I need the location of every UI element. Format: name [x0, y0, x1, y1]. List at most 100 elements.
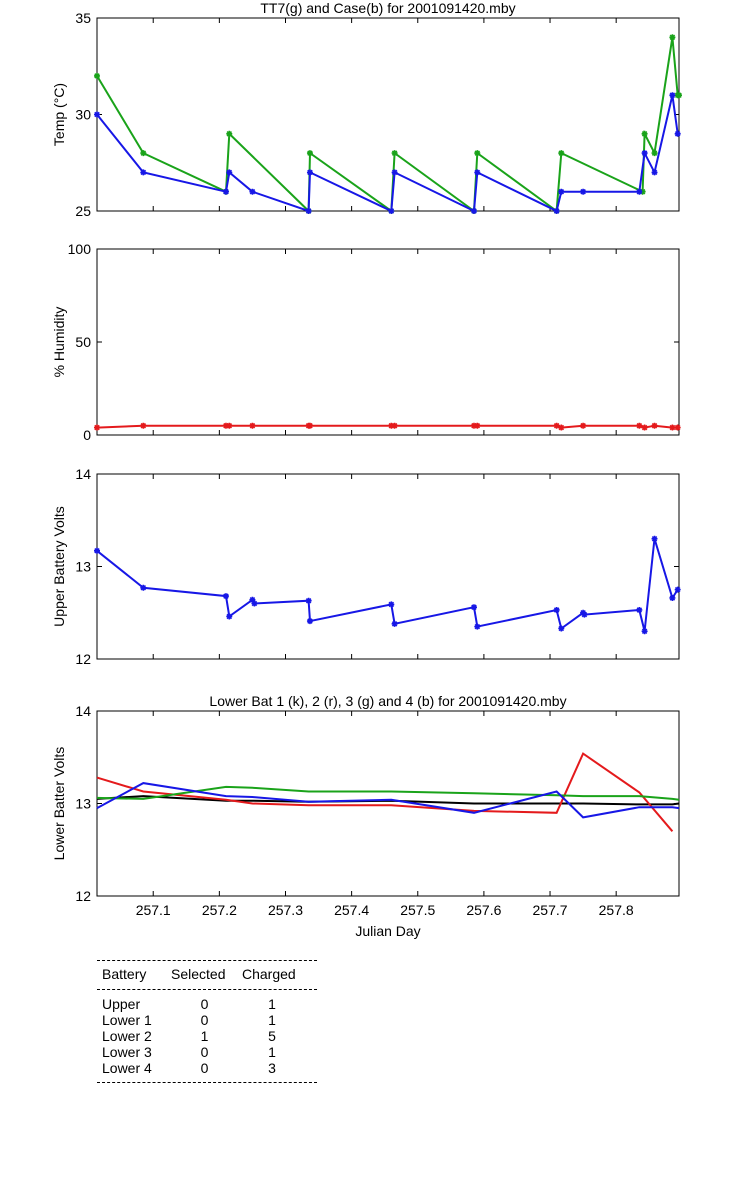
- upper-series-blue-point: [470, 604, 477, 611]
- battery-name: Lower 3: [102, 1044, 152, 1060]
- selected-count: 1: [200, 1028, 209, 1044]
- temp-series-green-point: [641, 130, 648, 137]
- selected-count: 0: [200, 1060, 209, 1076]
- temp-series-blue-point: [553, 208, 560, 214]
- temp-series-green-point: [391, 150, 398, 157]
- upper-series-blue-point: [651, 535, 658, 542]
- upper-series-blue-point: [669, 594, 676, 601]
- humidity-series-red-point: [580, 422, 587, 429]
- humidity-series-red-point: [391, 422, 398, 429]
- humidity-ytick-label: 50: [75, 334, 91, 350]
- upper-series-blue-point: [553, 606, 560, 613]
- table-header-row: Battery Selected Charged: [97, 961, 317, 989]
- lower-series-black-line: [96, 795, 680, 806]
- x-tick-label: 257.5: [400, 902, 435, 918]
- upper-series-blue-point: [641, 628, 648, 635]
- temp-title: TT7(g) and Case(b) for 2001091420.mby: [260, 0, 515, 16]
- humidity-series-red-point: [306, 422, 313, 429]
- table-row: Upper 0 1: [97, 996, 317, 1012]
- humidity-series-red-point: [474, 422, 481, 429]
- upper-series-blue-point: [226, 613, 233, 620]
- upper-ylabel: Upper Battery Volts: [51, 506, 67, 627]
- humidity-series-red-point: [388, 422, 395, 429]
- battery-name: Lower 4: [102, 1060, 152, 1076]
- charged-count: 1: [268, 1044, 276, 1060]
- temp-series-blue-point: [474, 169, 481, 176]
- x-tick-label: 257.6: [466, 902, 501, 918]
- upper-series-blue-point: [222, 593, 229, 600]
- temp-series-blue-point: [306, 169, 313, 176]
- lower-series-green-line: [96, 785, 680, 801]
- temp-series-green-point: [639, 188, 646, 195]
- upper-series-blue-point: [474, 623, 481, 630]
- upper-ytick-label: 13: [75, 559, 91, 575]
- upper-series-blue-point: [94, 547, 100, 554]
- x-tick-label: 257.2: [202, 902, 237, 918]
- humidity-series-red-point: [249, 422, 256, 429]
- x-tick-label: 257.4: [334, 902, 369, 918]
- upper-series-blue-point: [140, 584, 147, 591]
- charged-count: 5: [268, 1028, 276, 1044]
- table-row: Lower 4 0 3: [97, 1060, 317, 1076]
- temp-series-blue-point: [641, 150, 648, 157]
- humidity-series-red-point: [226, 422, 233, 429]
- temp-ytick-label: 35: [75, 10, 91, 26]
- x-tick-label: 257.1: [136, 902, 171, 918]
- temp-series-blue-point: [669, 92, 676, 99]
- table-row: Lower 1 0 1: [97, 1012, 317, 1028]
- temp-series-blue-point: [388, 208, 395, 214]
- upper-series-blue-point: [391, 620, 398, 627]
- temp-series-green-point: [306, 150, 313, 157]
- temp-series-blue-point: [470, 208, 477, 214]
- battery-table: Battery Selected Charged Upper 0 1 Lower…: [97, 960, 317, 1083]
- humidity-series-red-point: [674, 424, 681, 431]
- humidity-ylabel: % Humidity: [51, 307, 67, 378]
- temp-series-blue-point: [94, 111, 100, 118]
- battery-name: Lower 1: [102, 1012, 152, 1028]
- upper-axes-box: [96, 473, 680, 660]
- humidity-axes-box: [96, 248, 680, 436]
- x-axis-label: Julian Day: [355, 923, 420, 939]
- temp-series-blue-point: [636, 188, 643, 195]
- temp-series-green-point: [140, 150, 147, 157]
- charged-count: 1: [268, 1012, 276, 1028]
- temp-ytick-label: 30: [75, 107, 91, 123]
- temp-series-green-point: [226, 130, 233, 137]
- battery-name: Lower 2: [102, 1028, 152, 1044]
- lower-title: Lower Bat 1 (k), 2 (r), 3 (g) and 4 (b) …: [209, 693, 566, 709]
- temp-series-blue-point: [226, 169, 233, 176]
- charged-count: 3: [268, 1060, 276, 1076]
- table-rule-mid: [97, 989, 317, 990]
- x-tick-label: 257.3: [268, 902, 303, 918]
- table-rule-top: [97, 960, 317, 961]
- temp-series-blue-point: [391, 169, 398, 176]
- lower-ytick-label: 13: [75, 796, 91, 812]
- humidity-series-red-point: [636, 422, 643, 429]
- temp-series-blue-point: [651, 169, 658, 176]
- upper-series-blue-point: [581, 611, 588, 618]
- temp-series-green-point: [94, 72, 100, 79]
- temp-series-green-point: [651, 150, 658, 157]
- upper-series-blue-point: [558, 625, 565, 632]
- upper-series-blue-point: [251, 600, 258, 607]
- temp-series-blue-line: [96, 94, 679, 213]
- upper-series-blue-point: [249, 596, 256, 603]
- humidity-series-red-line: [96, 424, 678, 429]
- temp-ylabel: Temp (°C): [51, 83, 67, 146]
- humidity-series-red-point: [553, 422, 560, 429]
- humidity-series-red-point: [140, 422, 147, 429]
- charged-count: 1: [268, 996, 276, 1012]
- lower-ylabel: Lower Batter Volts: [51, 747, 67, 861]
- lower-series-red-line: [96, 752, 674, 832]
- battery-name: Upper: [102, 996, 141, 1012]
- humidity-series-red-point: [669, 424, 676, 431]
- temp-series-blue-point: [140, 169, 147, 176]
- temp-series-green-point: [558, 150, 565, 157]
- upper-series-blue-point: [388, 601, 395, 608]
- humidity-ytick-label: 100: [68, 241, 92, 257]
- humidity-series-red-point: [222, 422, 229, 429]
- selected-count: 0: [200, 1044, 209, 1060]
- temp-series-blue-point: [305, 208, 312, 214]
- lower-ytick-label: 12: [75, 888, 91, 904]
